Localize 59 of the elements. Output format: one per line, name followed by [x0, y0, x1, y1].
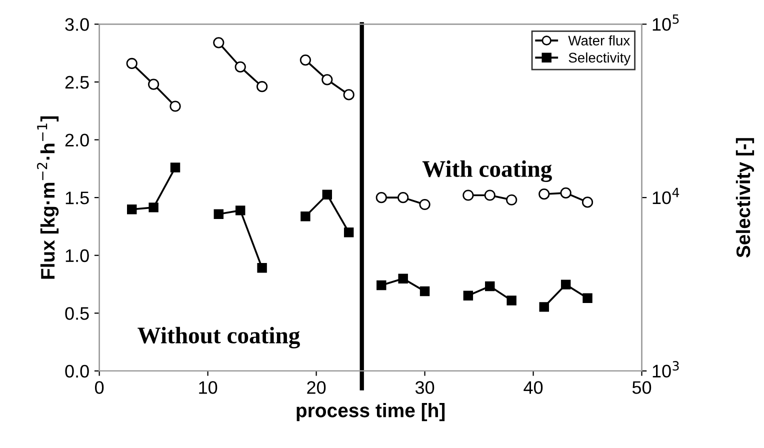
point	[398, 192, 409, 204]
point	[560, 280, 571, 290]
point	[538, 188, 550, 200]
point	[322, 74, 333, 86]
point	[398, 274, 408, 284]
point	[539, 302, 549, 312]
point	[420, 286, 430, 296]
x-tick-label: 10	[199, 381, 218, 394]
annotation: With coating	[422, 160, 552, 182]
point	[170, 100, 181, 112]
x-tick-label: 50	[632, 381, 652, 394]
point	[300, 54, 312, 66]
point	[376, 192, 387, 204]
point	[506, 194, 518, 206]
x-tick-label: 0	[95, 381, 104, 394]
y-tick-label: 2.0	[65, 134, 89, 146]
point	[235, 206, 246, 216]
x-tick-label: 40	[524, 381, 543, 394]
y2-tick-label: 10$^{3}$	[652, 361, 679, 378]
point	[485, 281, 495, 292]
point	[560, 187, 572, 198]
legend-label: Selectivity	[568, 52, 631, 66]
point	[462, 190, 474, 201]
point	[376, 280, 386, 290]
y-tick-label: 0.5	[65, 307, 89, 320]
point	[127, 204, 137, 214]
point	[257, 263, 267, 273]
point	[343, 89, 354, 100]
x-axis-title: process time [h]	[296, 403, 445, 422]
point	[419, 198, 430, 210]
y2-axis-title: Selectivity [-]	[736, 138, 754, 258]
point	[506, 296, 516, 306]
y-axis-title: Flux [kg·m$^{−2}$·h$^{−1}$]	[36, 116, 59, 279]
y2-tick-label: 10$^{4}$	[652, 188, 680, 204]
y-tick-label: 1.0	[66, 249, 89, 262]
y-tick-label: 0.0	[65, 364, 89, 378]
point	[322, 190, 332, 200]
x-tick-label: 20	[307, 381, 326, 394]
point	[463, 290, 474, 300]
point	[214, 209, 224, 219]
point	[484, 190, 496, 201]
point	[234, 61, 246, 73]
annotation: Without coating	[138, 326, 300, 348]
point	[582, 293, 592, 303]
point	[256, 81, 268, 92]
legend-label: Water flux	[568, 35, 630, 46]
point	[300, 212, 310, 222]
point	[170, 162, 180, 172]
point	[126, 58, 138, 70]
point	[344, 227, 354, 238]
x-tick-label: 30	[415, 381, 434, 394]
point	[148, 78, 160, 90]
point	[148, 202, 158, 212]
point	[213, 37, 224, 48]
y-tick-label: 3.0	[65, 18, 89, 31]
y-tick-label: 2.5	[65, 76, 89, 89]
y2-tick-label: 10$^{5}$	[652, 14, 679, 31]
point	[582, 196, 594, 208]
y-tick-label: 1.5	[66, 192, 89, 204]
